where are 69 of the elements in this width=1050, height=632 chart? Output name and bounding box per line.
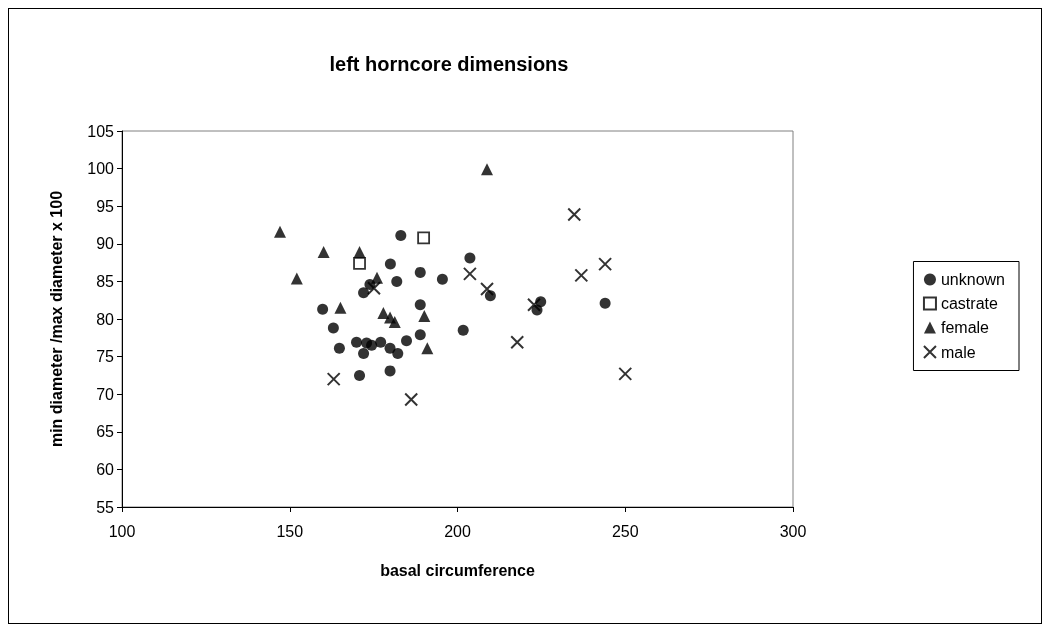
point <box>404 392 419 407</box>
point <box>333 342 345 354</box>
y-tick-label: 90 <box>96 235 115 253</box>
y-tick-label: 75 <box>96 348 115 366</box>
point <box>599 297 611 309</box>
point <box>326 372 341 387</box>
point <box>334 301 347 314</box>
point <box>391 275 403 287</box>
x-tick-label: 100 <box>108 522 136 540</box>
point <box>510 335 525 350</box>
point <box>480 281 495 296</box>
point <box>358 287 370 299</box>
point <box>353 256 366 270</box>
y-axis-title: min diameter /max diameter x 100 <box>47 190 65 448</box>
y-tick-label: 105 <box>87 122 115 140</box>
point <box>366 281 381 296</box>
point <box>401 335 412 347</box>
point <box>358 348 370 360</box>
point <box>317 246 330 259</box>
y-tick-label: 60 <box>96 460 115 478</box>
point <box>388 316 401 329</box>
point <box>392 348 404 360</box>
point <box>598 257 613 272</box>
point <box>526 297 541 312</box>
chart-title: left horncore dimensions <box>329 53 569 75</box>
point <box>327 322 339 334</box>
y-tick-label: 70 <box>96 385 115 403</box>
point <box>462 266 477 281</box>
point <box>464 252 476 264</box>
x-tick-label: 250 <box>611 522 639 540</box>
point <box>290 272 303 285</box>
point <box>384 365 396 377</box>
legend-label: castrate <box>940 295 998 312</box>
y-tick-label: 55 <box>96 498 115 516</box>
y-tick-label: 85 <box>96 272 115 290</box>
point <box>414 299 426 311</box>
point <box>574 268 589 283</box>
x-tick-label: 150 <box>276 522 304 540</box>
y-tick-label: 100 <box>87 160 115 178</box>
legend-label: male <box>940 343 976 361</box>
point <box>366 339 378 351</box>
point <box>354 369 366 381</box>
x-tick-label: 200 <box>444 522 471 540</box>
y-tick-label: 80 <box>96 310 115 328</box>
point <box>414 329 426 341</box>
point <box>417 231 431 245</box>
point <box>421 342 434 355</box>
point <box>481 163 494 176</box>
x-axis-title: basal circumference <box>380 561 535 579</box>
point <box>414 266 426 278</box>
point <box>274 225 287 238</box>
point <box>418 309 431 322</box>
legend-label: unknown <box>940 271 1005 288</box>
legend-label: female <box>940 319 990 336</box>
point <box>370 271 383 284</box>
point <box>436 273 448 285</box>
point <box>618 366 633 381</box>
x-tick-label: 300 <box>779 522 807 540</box>
point <box>375 336 387 348</box>
y-tick-label: 95 <box>96 197 115 215</box>
point <box>317 303 329 315</box>
point <box>384 258 396 270</box>
point <box>377 306 390 319</box>
y-tick-label: 65 <box>96 423 115 441</box>
point <box>395 230 407 242</box>
point <box>567 207 582 222</box>
point <box>384 342 396 354</box>
point <box>351 336 363 348</box>
point <box>457 324 469 336</box>
